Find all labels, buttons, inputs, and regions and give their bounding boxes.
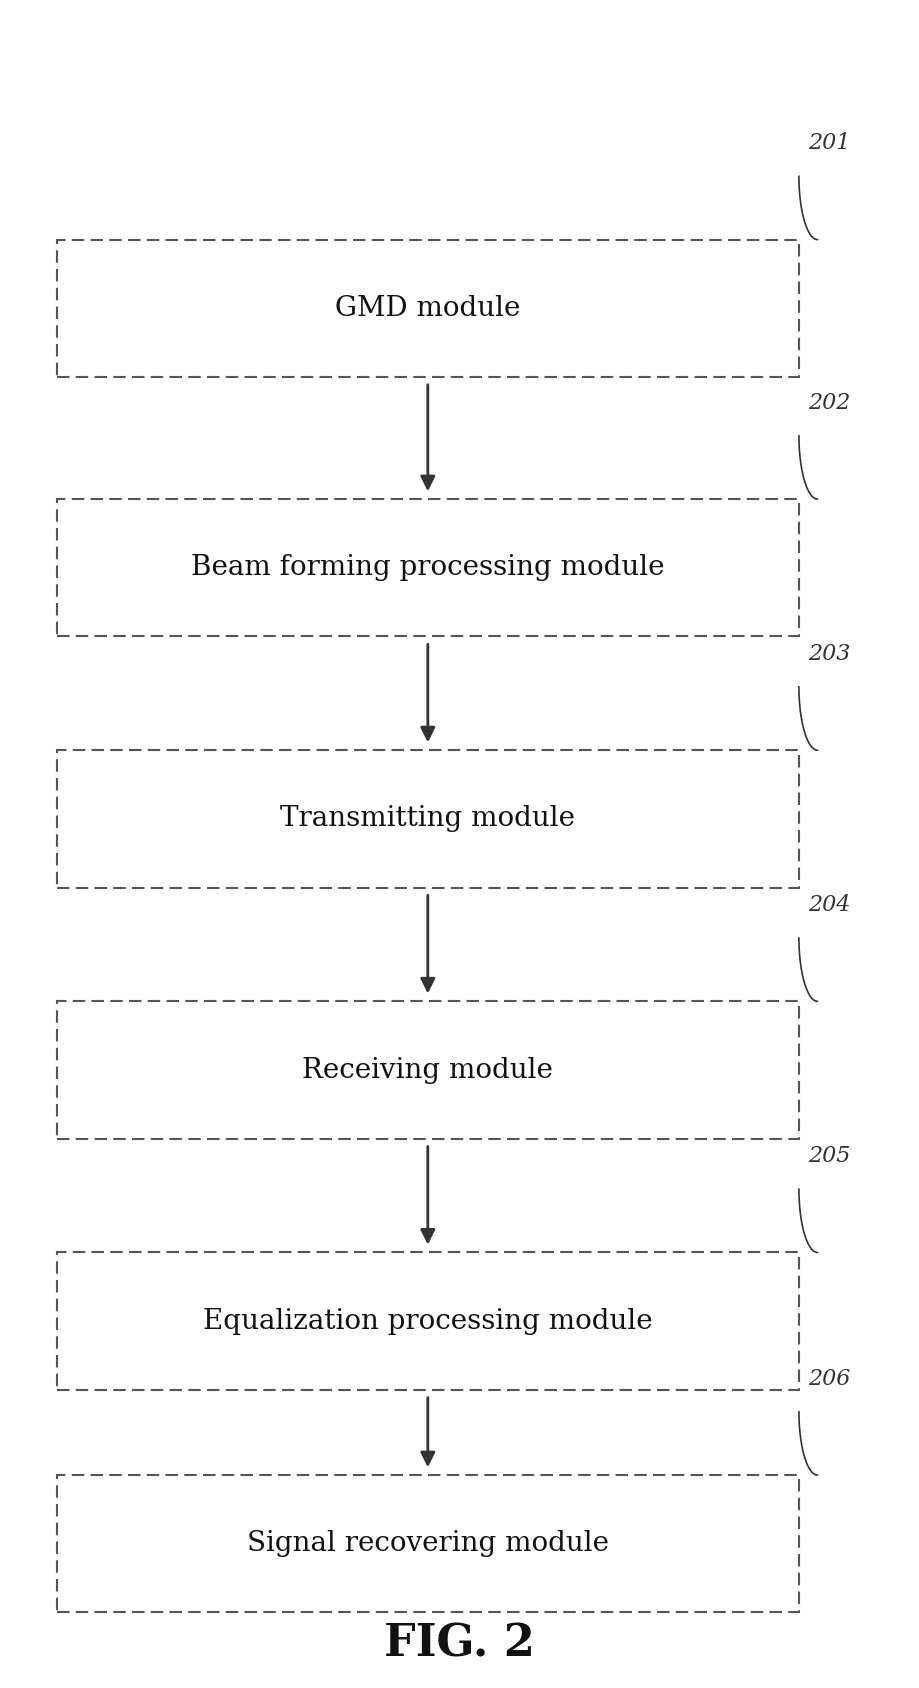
Text: 204: 204: [808, 895, 850, 917]
Bar: [57, 500, 799, 636]
Text: GMD module: GMD module: [335, 295, 520, 322]
Text: 203: 203: [808, 643, 850, 665]
Bar: [57, 1001, 799, 1139]
Text: 202: 202: [808, 392, 850, 414]
Text: 201: 201: [808, 132, 850, 154]
Bar: [57, 240, 799, 376]
Text: Receiving module: Receiving module: [302, 1057, 553, 1084]
Text: 206: 206: [808, 1367, 850, 1389]
Text: 205: 205: [808, 1144, 850, 1166]
Text: Signal recovering module: Signal recovering module: [247, 1531, 608, 1558]
Bar: [57, 1475, 799, 1612]
Text: Beam forming processing module: Beam forming processing module: [191, 554, 664, 581]
Bar: [57, 749, 799, 888]
Text: Transmitting module: Transmitting module: [280, 805, 575, 832]
Text: Equalization processing module: Equalization processing module: [203, 1308, 652, 1335]
Text: FIG. 2: FIG. 2: [384, 1622, 535, 1666]
Bar: [57, 1252, 799, 1389]
